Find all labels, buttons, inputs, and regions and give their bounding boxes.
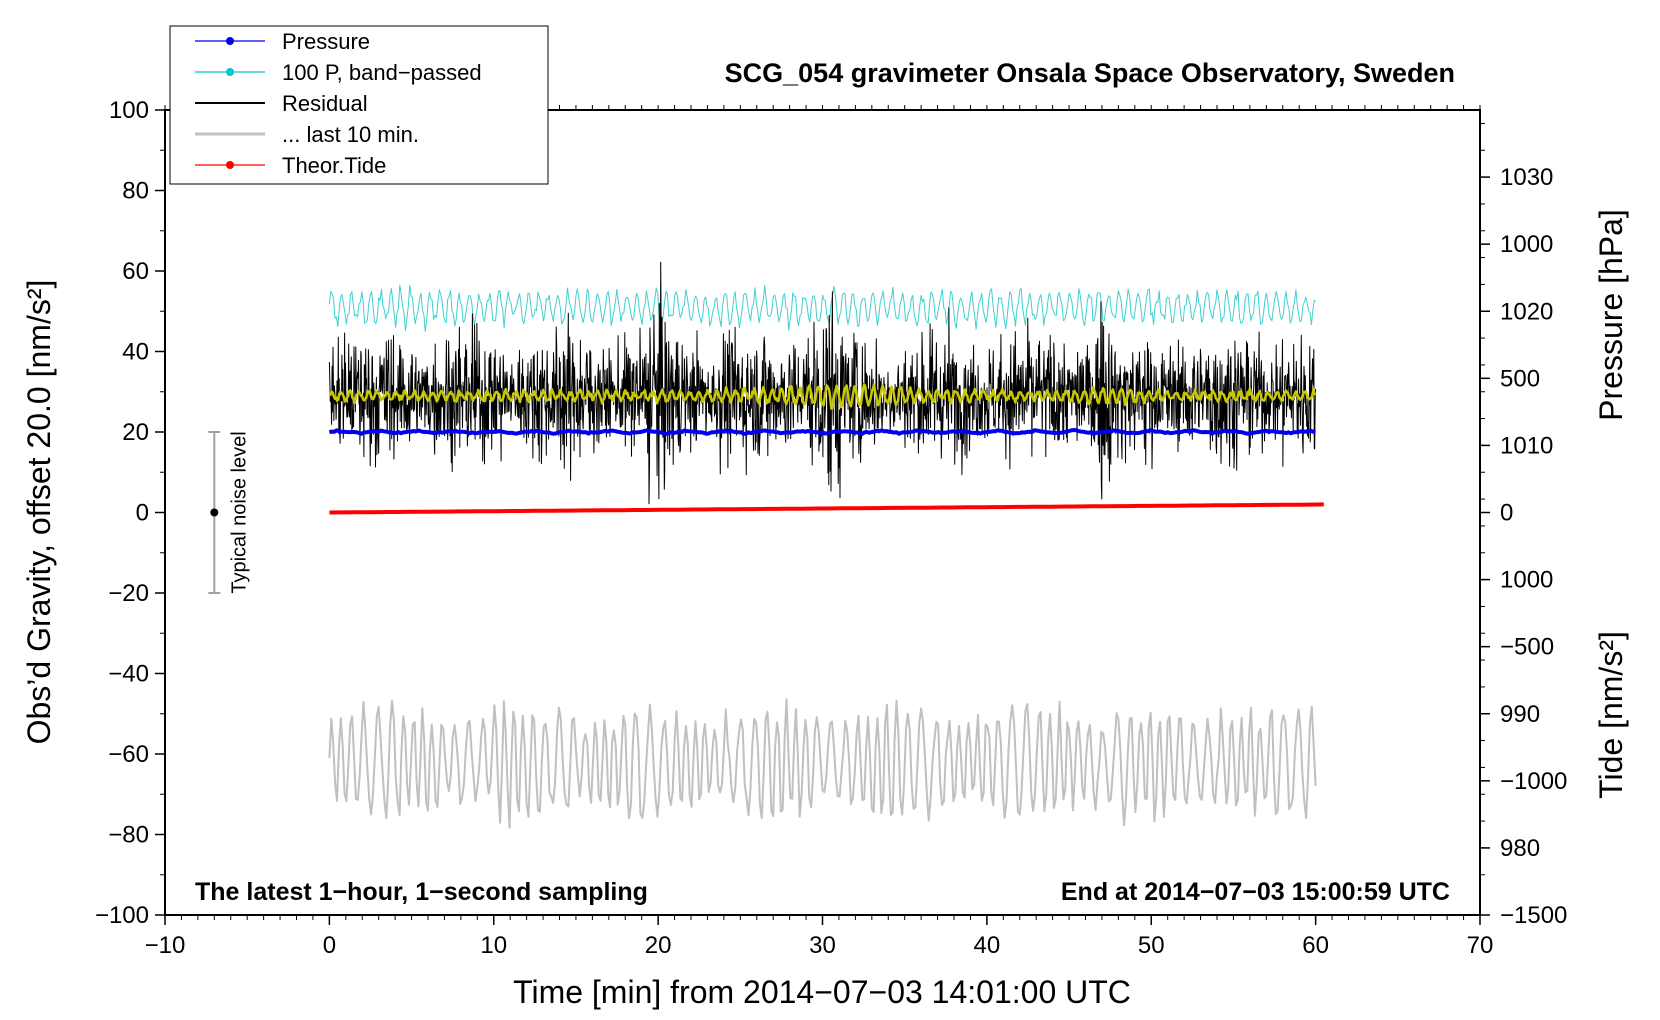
- y-tick-label: −80: [108, 822, 149, 849]
- legend: Pressure 100 P, band−passed Residual ... la…: [169, 25, 549, 185]
- legend-marker-4: [226, 161, 234, 169]
- x-axis-label: Time [min] from 2014−07−03 14:01:00 UTC: [513, 974, 1131, 1010]
- series-smoothed-residual: [328, 383, 1317, 410]
- pressure-tick-label: 1000: [1500, 567, 1553, 594]
- tick-labels: −10 0 10 20 30 40 50 60 70100806040200−20−40−60−…: [95, 97, 1567, 959]
- y-tick-label: 100: [109, 97, 149, 124]
- x-tick-label: 0: [323, 932, 336, 959]
- annotation-end-time: End at 2014−07−03 15:00:59 UTC: [1061, 878, 1450, 906]
- legend-label-3: ... last 10 min.: [282, 122, 419, 147]
- y-tick-label: −20: [108, 580, 149, 607]
- legend-label-2: Residual: [282, 91, 368, 116]
- y-tick-label: 0: [136, 500, 149, 527]
- x-tick-label: 70: [1467, 932, 1494, 959]
- series-theoretical-tide: [329, 502, 1324, 515]
- legend-label-0: Pressure: [282, 29, 370, 54]
- y-tick-label: 80: [122, 178, 149, 205]
- tide-tick-label: 0: [1500, 500, 1513, 527]
- pressure-tick-label: 1010: [1500, 432, 1553, 459]
- x-tick-label: 60: [1302, 932, 1329, 959]
- pressure-tick-label: 990: [1500, 701, 1540, 728]
- x-tick-label: 10: [480, 932, 507, 959]
- tide-tick-label: 1000: [1500, 231, 1553, 258]
- y-axis-label-tide: Tide [nm/s²]: [1593, 631, 1629, 799]
- chart-title: SCG_054 gravimeter Onsala Space Observat…: [725, 58, 1455, 88]
- x-tick-label: −10: [145, 932, 186, 959]
- y-tick-label: 20: [122, 419, 149, 446]
- y-tick-label: −100: [95, 902, 149, 929]
- x-tick-label: 20: [645, 932, 672, 959]
- series-layer: [328, 261, 1324, 829]
- tide-tick-label: 500: [1500, 365, 1540, 392]
- pressure-tick-label: 1020: [1500, 298, 1553, 325]
- pressure-tick-label: 1030: [1500, 164, 1553, 191]
- legend-marker-1: [226, 68, 234, 76]
- y-axis-label-pressure: Pressure [hPa]: [1593, 209, 1629, 421]
- legend-label-4: Theor.Tide: [282, 153, 386, 178]
- x-tick-label: 40: [974, 932, 1001, 959]
- y-tick-label: −40: [108, 661, 149, 688]
- series-last-10-min: [328, 698, 1317, 829]
- pressure-tick-label: 980: [1500, 835, 1540, 862]
- annotation-sampling: The latest 1−hour, 1−second sampling: [195, 878, 648, 906]
- x-tick-label: 50: [1138, 932, 1165, 959]
- series-band-passed: [328, 284, 1316, 332]
- legend-label-1: 100 P, band−passed: [282, 60, 482, 85]
- x-tick-label: 30: [809, 932, 836, 959]
- y-axis-label-gravity: Obs’d Gravity, offset 20.0 [nm/s²]: [21, 280, 57, 745]
- tide-tick-label: −500: [1500, 634, 1554, 661]
- tide-tick-label: −1500: [1500, 902, 1567, 929]
- axis-ticks: [155, 105, 1490, 925]
- y-tick-label: 60: [122, 258, 149, 285]
- tide-tick-label: −1000: [1500, 768, 1567, 795]
- legend-marker-0: [226, 37, 234, 45]
- noise-center-dot: [210, 508, 219, 517]
- series-pressure: [329, 428, 1316, 436]
- y-tick-label: 40: [122, 339, 149, 366]
- noise-indicator: Typical noise level: [208, 431, 250, 594]
- legend-box: [169, 25, 549, 185]
- y-tick-label: −60: [108, 741, 149, 768]
- noise-label: Typical noise level: [228, 431, 250, 593]
